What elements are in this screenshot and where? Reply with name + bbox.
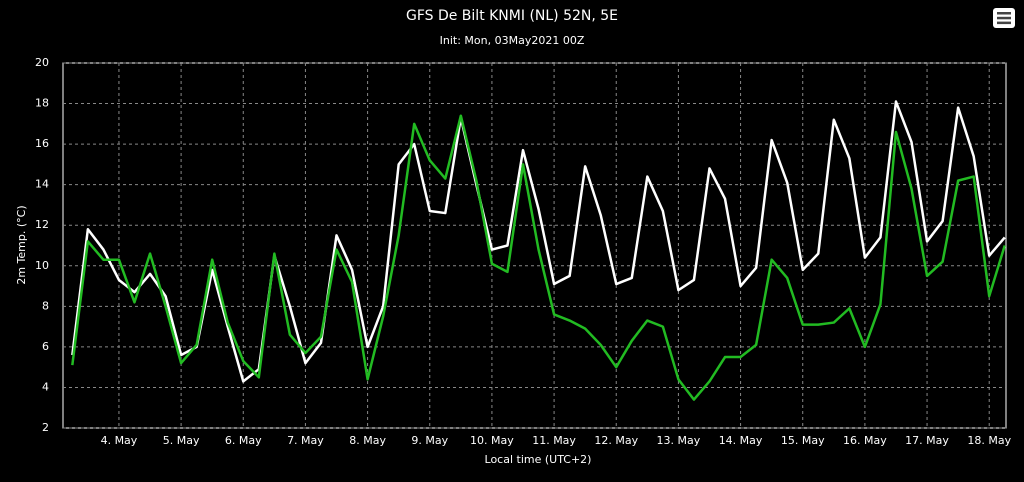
chart-subtitle: Init: Mon, 03May2021 00Z — [440, 34, 585, 47]
y-tick-label: 16 — [35, 137, 49, 150]
x-tick-label: 18. May — [967, 434, 1011, 447]
y-tick-label: 20 — [35, 56, 49, 69]
y-tick-label: 14 — [35, 178, 49, 191]
plot-area — [62, 62, 1007, 429]
x-tick-label: 10. May — [470, 434, 514, 447]
y-tick-label: 2 — [42, 421, 49, 434]
series-line — [71, 114, 1006, 401]
x-tick-label: 12. May — [594, 434, 638, 447]
x-tick-label: 7. May — [287, 434, 324, 447]
x-tick-label: 4. May — [101, 434, 138, 447]
y-tick-label: 4 — [42, 380, 49, 393]
x-tick-label: 6. May — [225, 434, 262, 447]
x-tick-label: 17. May — [905, 434, 949, 447]
x-tick-label: 15. May — [781, 434, 825, 447]
y-axis-label: 2m Temp. (°C) — [15, 205, 28, 284]
x-tick-label: 8. May — [349, 434, 386, 447]
y-tick-label: 6 — [42, 340, 49, 353]
y-tick-label: 12 — [35, 218, 49, 231]
menu-button[interactable] — [993, 8, 1015, 28]
x-tick-label: 5. May — [163, 434, 200, 447]
x-tick-label: 16. May — [843, 434, 887, 447]
x-tick-label: 11. May — [532, 434, 576, 447]
x-tick-label: 9. May — [411, 434, 448, 447]
series-line — [71, 100, 1006, 383]
y-tick-label: 8 — [42, 299, 49, 312]
x-tick-label: 13. May — [657, 434, 701, 447]
y-tick-label: 18 — [35, 97, 49, 110]
x-axis-label: Local time (UTC+2) — [485, 453, 592, 466]
chart-title: GFS De Bilt KNMI (NL) 52N, 5E — [406, 8, 618, 24]
x-tick-label: 14. May — [719, 434, 763, 447]
y-tick-label: 10 — [35, 259, 49, 272]
